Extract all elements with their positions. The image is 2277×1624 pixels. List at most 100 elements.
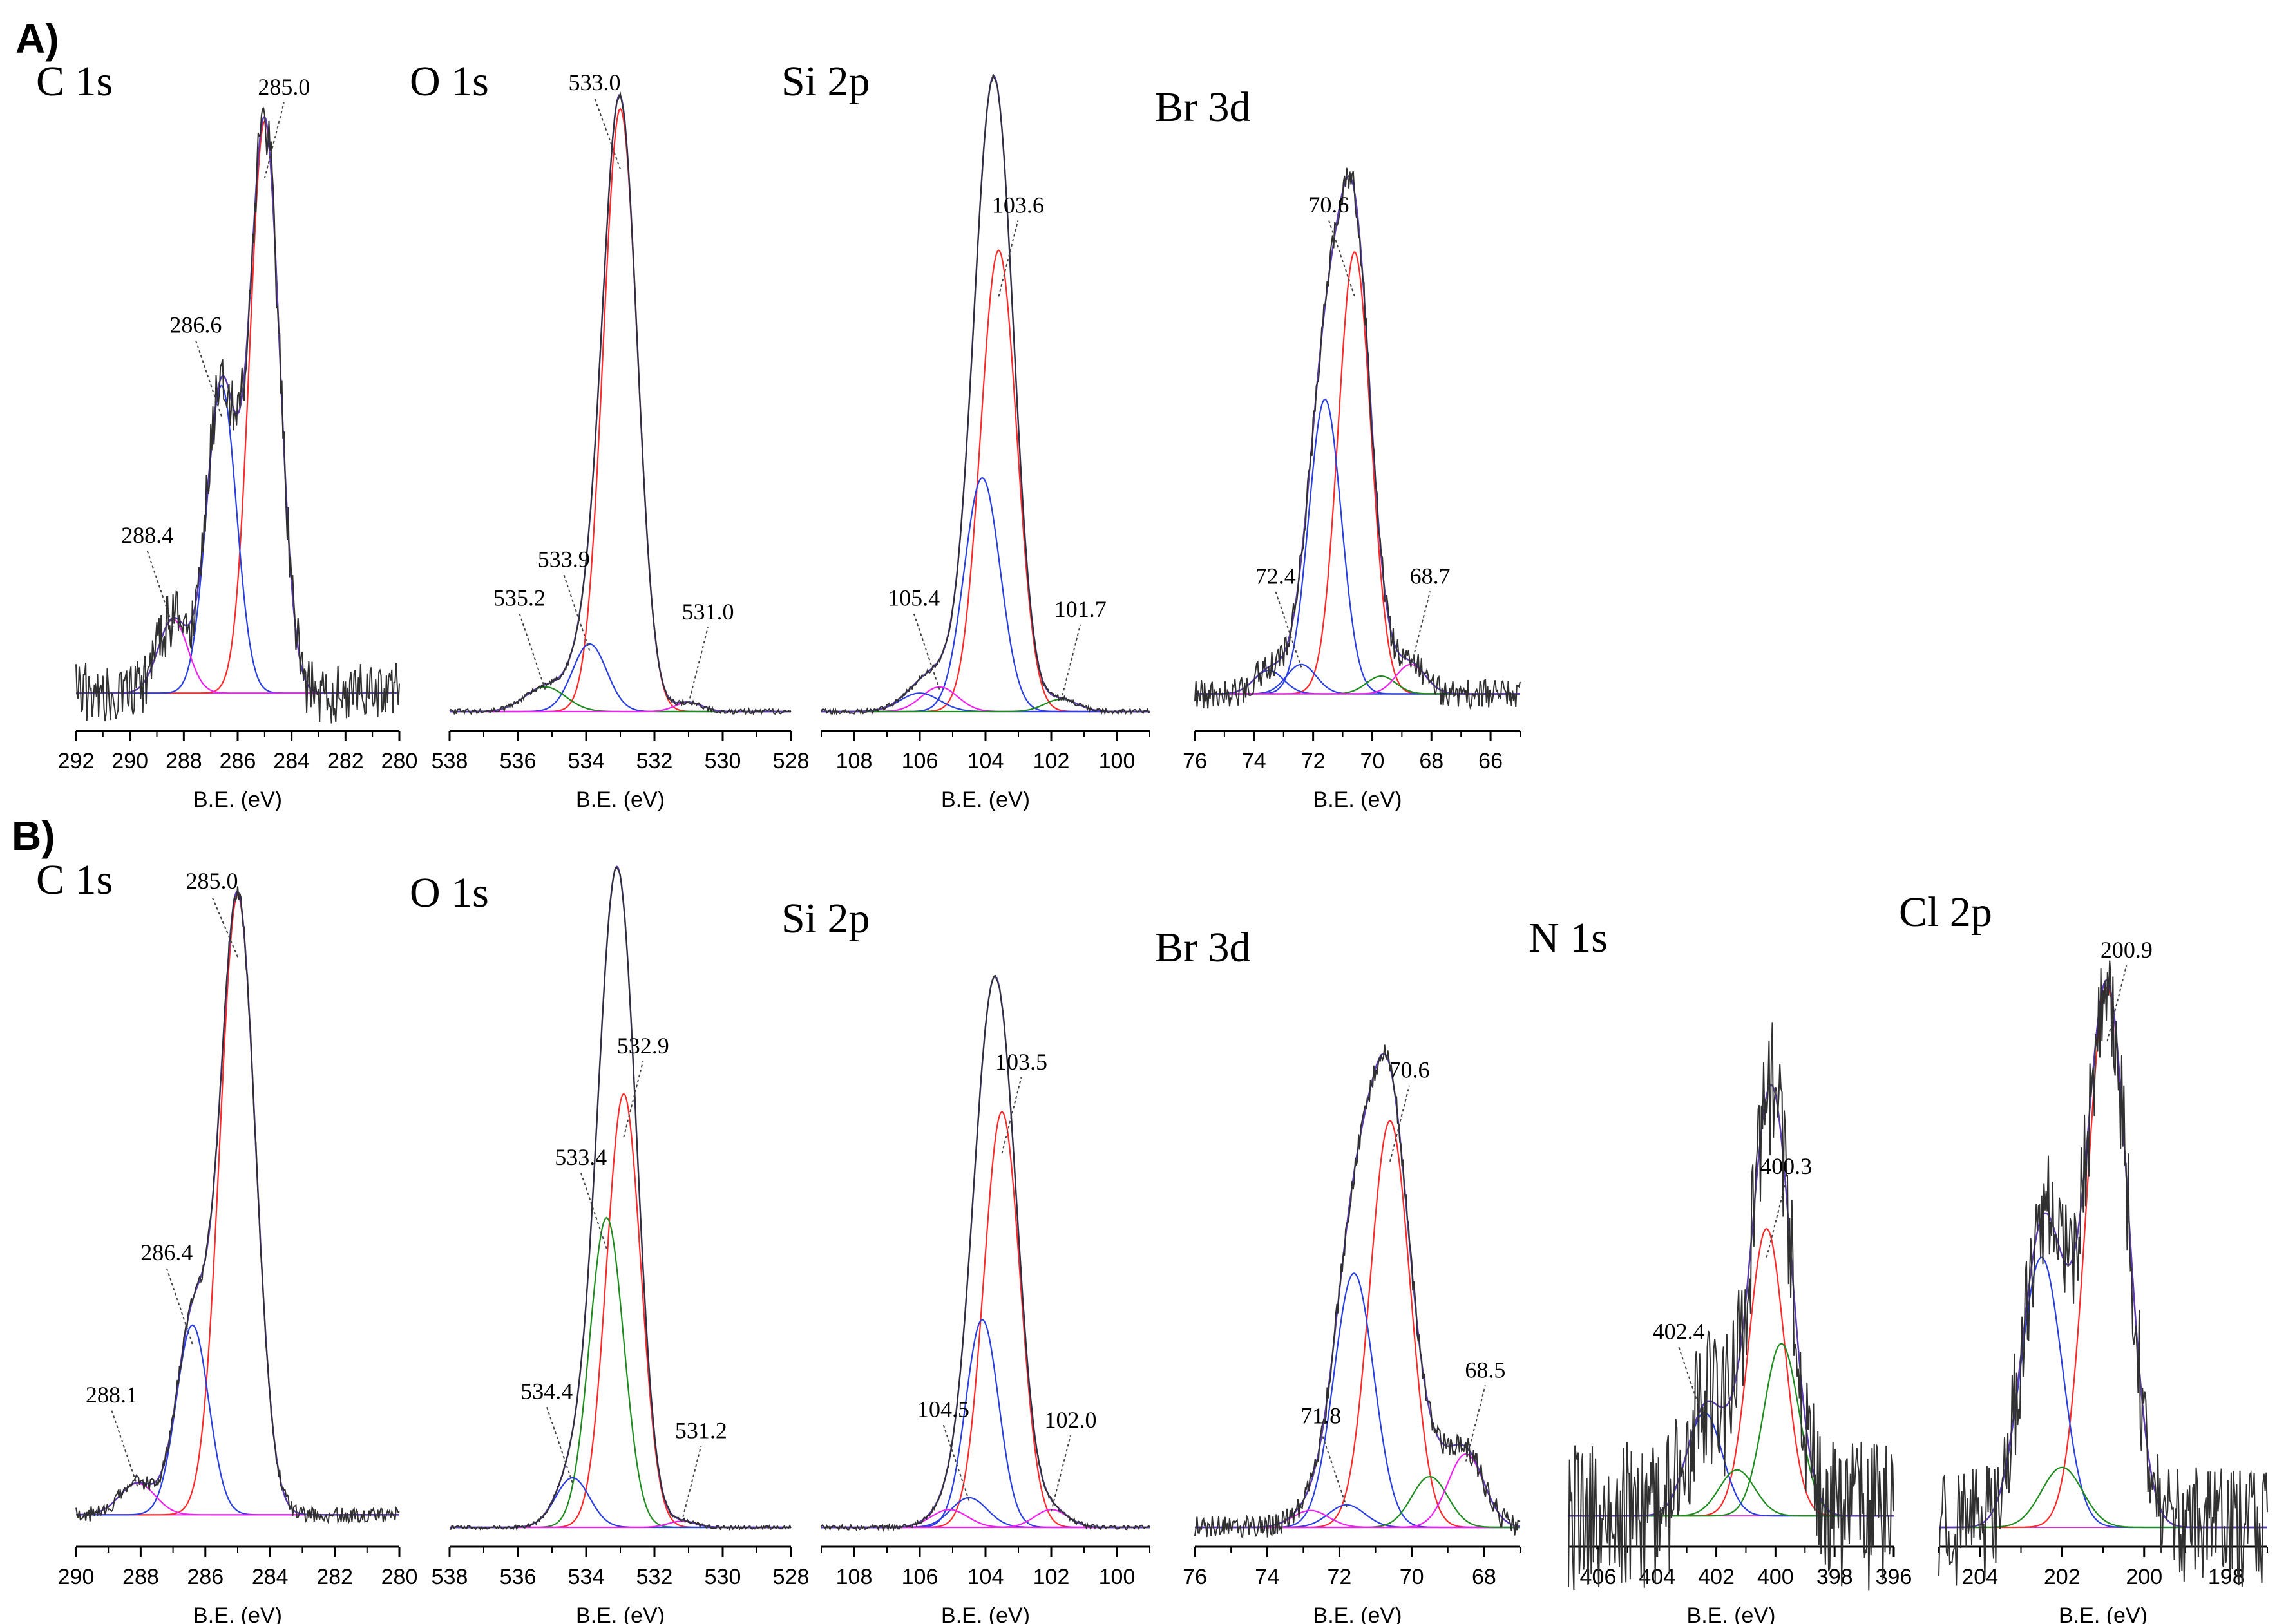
x-tick-label: 68 — [1472, 1565, 1496, 1589]
x-tick-label: 538 — [432, 1565, 468, 1589]
panel-title: Si 2p — [781, 58, 870, 105]
x-tick-label: 534 — [568, 1565, 605, 1589]
x-tick-label: 290 — [58, 1565, 95, 1589]
x-tick-label: 536 — [500, 749, 537, 773]
x-axis-label: B.E. (eV) — [941, 1603, 1030, 1624]
peak-label: 105.4 — [888, 585, 940, 611]
peak-leader-line — [166, 1267, 193, 1345]
x-tick-label: 534 — [568, 749, 605, 773]
x-tick-label: 280 — [381, 749, 418, 773]
x-tick-label: 72 — [1301, 749, 1326, 773]
panel-title: Cl 2p — [1899, 889, 1992, 936]
fit-component-pink — [821, 686, 1150, 713]
fit-envelope — [1568, 1084, 1894, 1517]
peak-label: 535.2 — [493, 585, 546, 611]
peak-label: 71.8 — [1300, 1402, 1341, 1428]
peak-leader-line — [519, 613, 546, 690]
fit-component-blue — [821, 1497, 1150, 1529]
x-axis-label: B.E. (eV) — [193, 788, 282, 812]
x-tick-label: 284 — [273, 749, 310, 773]
x-tick-label: 530 — [705, 749, 741, 773]
fit-component-red — [821, 1111, 1150, 1529]
x-axis-label: B.E. (eV) — [941, 788, 1030, 812]
peak-label: 68.7 — [1410, 563, 1451, 589]
x-tick-label: 70 — [1400, 1565, 1424, 1589]
x-tick-label: 538 — [432, 749, 468, 773]
panel-title: O 1s — [410, 58, 489, 105]
x-tick-label: 532 — [636, 749, 673, 773]
x-tick-label: 530 — [705, 1565, 741, 1589]
x-tick-label: 288 — [122, 1565, 159, 1589]
x-tick-label: 400 — [1757, 1565, 1794, 1589]
peak-label: 70.6 — [1308, 192, 1349, 218]
x-tick-label: 280 — [381, 1565, 418, 1589]
peak-label: 288.1 — [86, 1382, 138, 1408]
x-tick-label: 76 — [1183, 749, 1207, 773]
x-axis-label: B.E. (eV) — [576, 1603, 665, 1624]
panel-title: C 1s — [36, 856, 113, 903]
x-tick-label: 396 — [1876, 1565, 1912, 1589]
x-tick-label: 282 — [316, 1565, 353, 1589]
peak-label: 68.5 — [1465, 1357, 1505, 1383]
x-tick-label: 288 — [166, 749, 202, 773]
x-tick-label: 108 — [836, 1565, 873, 1589]
x-tick-label: 532 — [636, 1565, 673, 1589]
peak-label: 104.5 — [917, 1397, 969, 1422]
x-tick-label: 286 — [220, 749, 256, 773]
chart-panel-1: 538 536 534 532 530 528 B.E. (eV) O 1s 533.0 533.… — [410, 58, 809, 812]
chart-panel-6: 108 106 104 102 100 B.E. (eV) Si 2p 103.5 104.5 1… — [781, 895, 1150, 1624]
x-tick-label: 398 — [1816, 1565, 1853, 1589]
raw-spectrum — [1568, 1022, 1894, 1591]
x-tick-label: 70 — [1360, 749, 1385, 773]
peak-leader-line — [1465, 1385, 1486, 1462]
peak-leader-line — [913, 613, 940, 690]
peak-label: 531.0 — [682, 599, 734, 625]
x-axis-label: B.E. (eV) — [576, 788, 665, 812]
x-tick-label: 402 — [1698, 1565, 1735, 1589]
peak-leader-line — [594, 97, 621, 170]
x-tick-label: 292 — [58, 749, 95, 773]
panel-title: N 1s — [1529, 914, 1608, 961]
fit-envelope — [450, 94, 791, 713]
peak-label: 534.4 — [520, 1379, 573, 1404]
x-tick-label: 76 — [1183, 1565, 1207, 1589]
peak-leader-line — [546, 1406, 573, 1484]
x-tick-label: 102 — [1033, 749, 1070, 773]
raw-spectrum — [1938, 960, 2268, 1587]
x-tick-label: 290 — [111, 749, 148, 773]
peak-label: 533.4 — [555, 1144, 607, 1170]
panel-title: Si 2p — [781, 895, 870, 942]
x-tick-label: 284 — [252, 1565, 289, 1589]
raw-spectrum — [1194, 167, 1521, 710]
peak-label: 285.0 — [258, 74, 310, 100]
peak-leader-line — [1410, 591, 1431, 668]
peak-label: 288.4 — [121, 522, 173, 548]
raw-spectrum — [1194, 1044, 1521, 1538]
peak-label: 286.4 — [140, 1240, 193, 1265]
fit-envelope — [1195, 175, 1520, 695]
peak-label: 102.0 — [1045, 1407, 1097, 1433]
fit-component-green — [450, 1216, 791, 1529]
x-tick-label: 202 — [2044, 1565, 2081, 1589]
x-tick-label: 286 — [187, 1565, 224, 1589]
fit-component-red — [1195, 251, 1520, 695]
peak-label: 285.0 — [186, 868, 238, 894]
fit-component-pink — [821, 1509, 1150, 1529]
x-tick-label: 528 — [773, 1565, 810, 1589]
peak-leader-line — [681, 1446, 702, 1522]
chart-panel-4: 290 288 286 284 282 280 B.E. (eV) C 1s 285.0 286.… — [36, 856, 417, 1624]
fit-component-red — [450, 108, 791, 713]
x-tick-label: 74 — [1255, 1565, 1279, 1589]
x-tick-label: 72 — [1328, 1565, 1352, 1589]
panel-title: C 1s — [36, 58, 113, 105]
x-tick-label: 108 — [836, 749, 873, 773]
fit-component-red — [450, 1093, 791, 1529]
peak-leader-line — [563, 574, 591, 651]
x-tick-label: 100 — [1099, 1565, 1136, 1589]
fit-envelope — [450, 865, 791, 1529]
chart-panel-0: 292 290 288 286 284 282 280 B.E. (eV) C 1s 285.0 2… — [36, 58, 417, 812]
x-axis-label: B.E. (eV) — [2059, 1603, 2148, 1624]
